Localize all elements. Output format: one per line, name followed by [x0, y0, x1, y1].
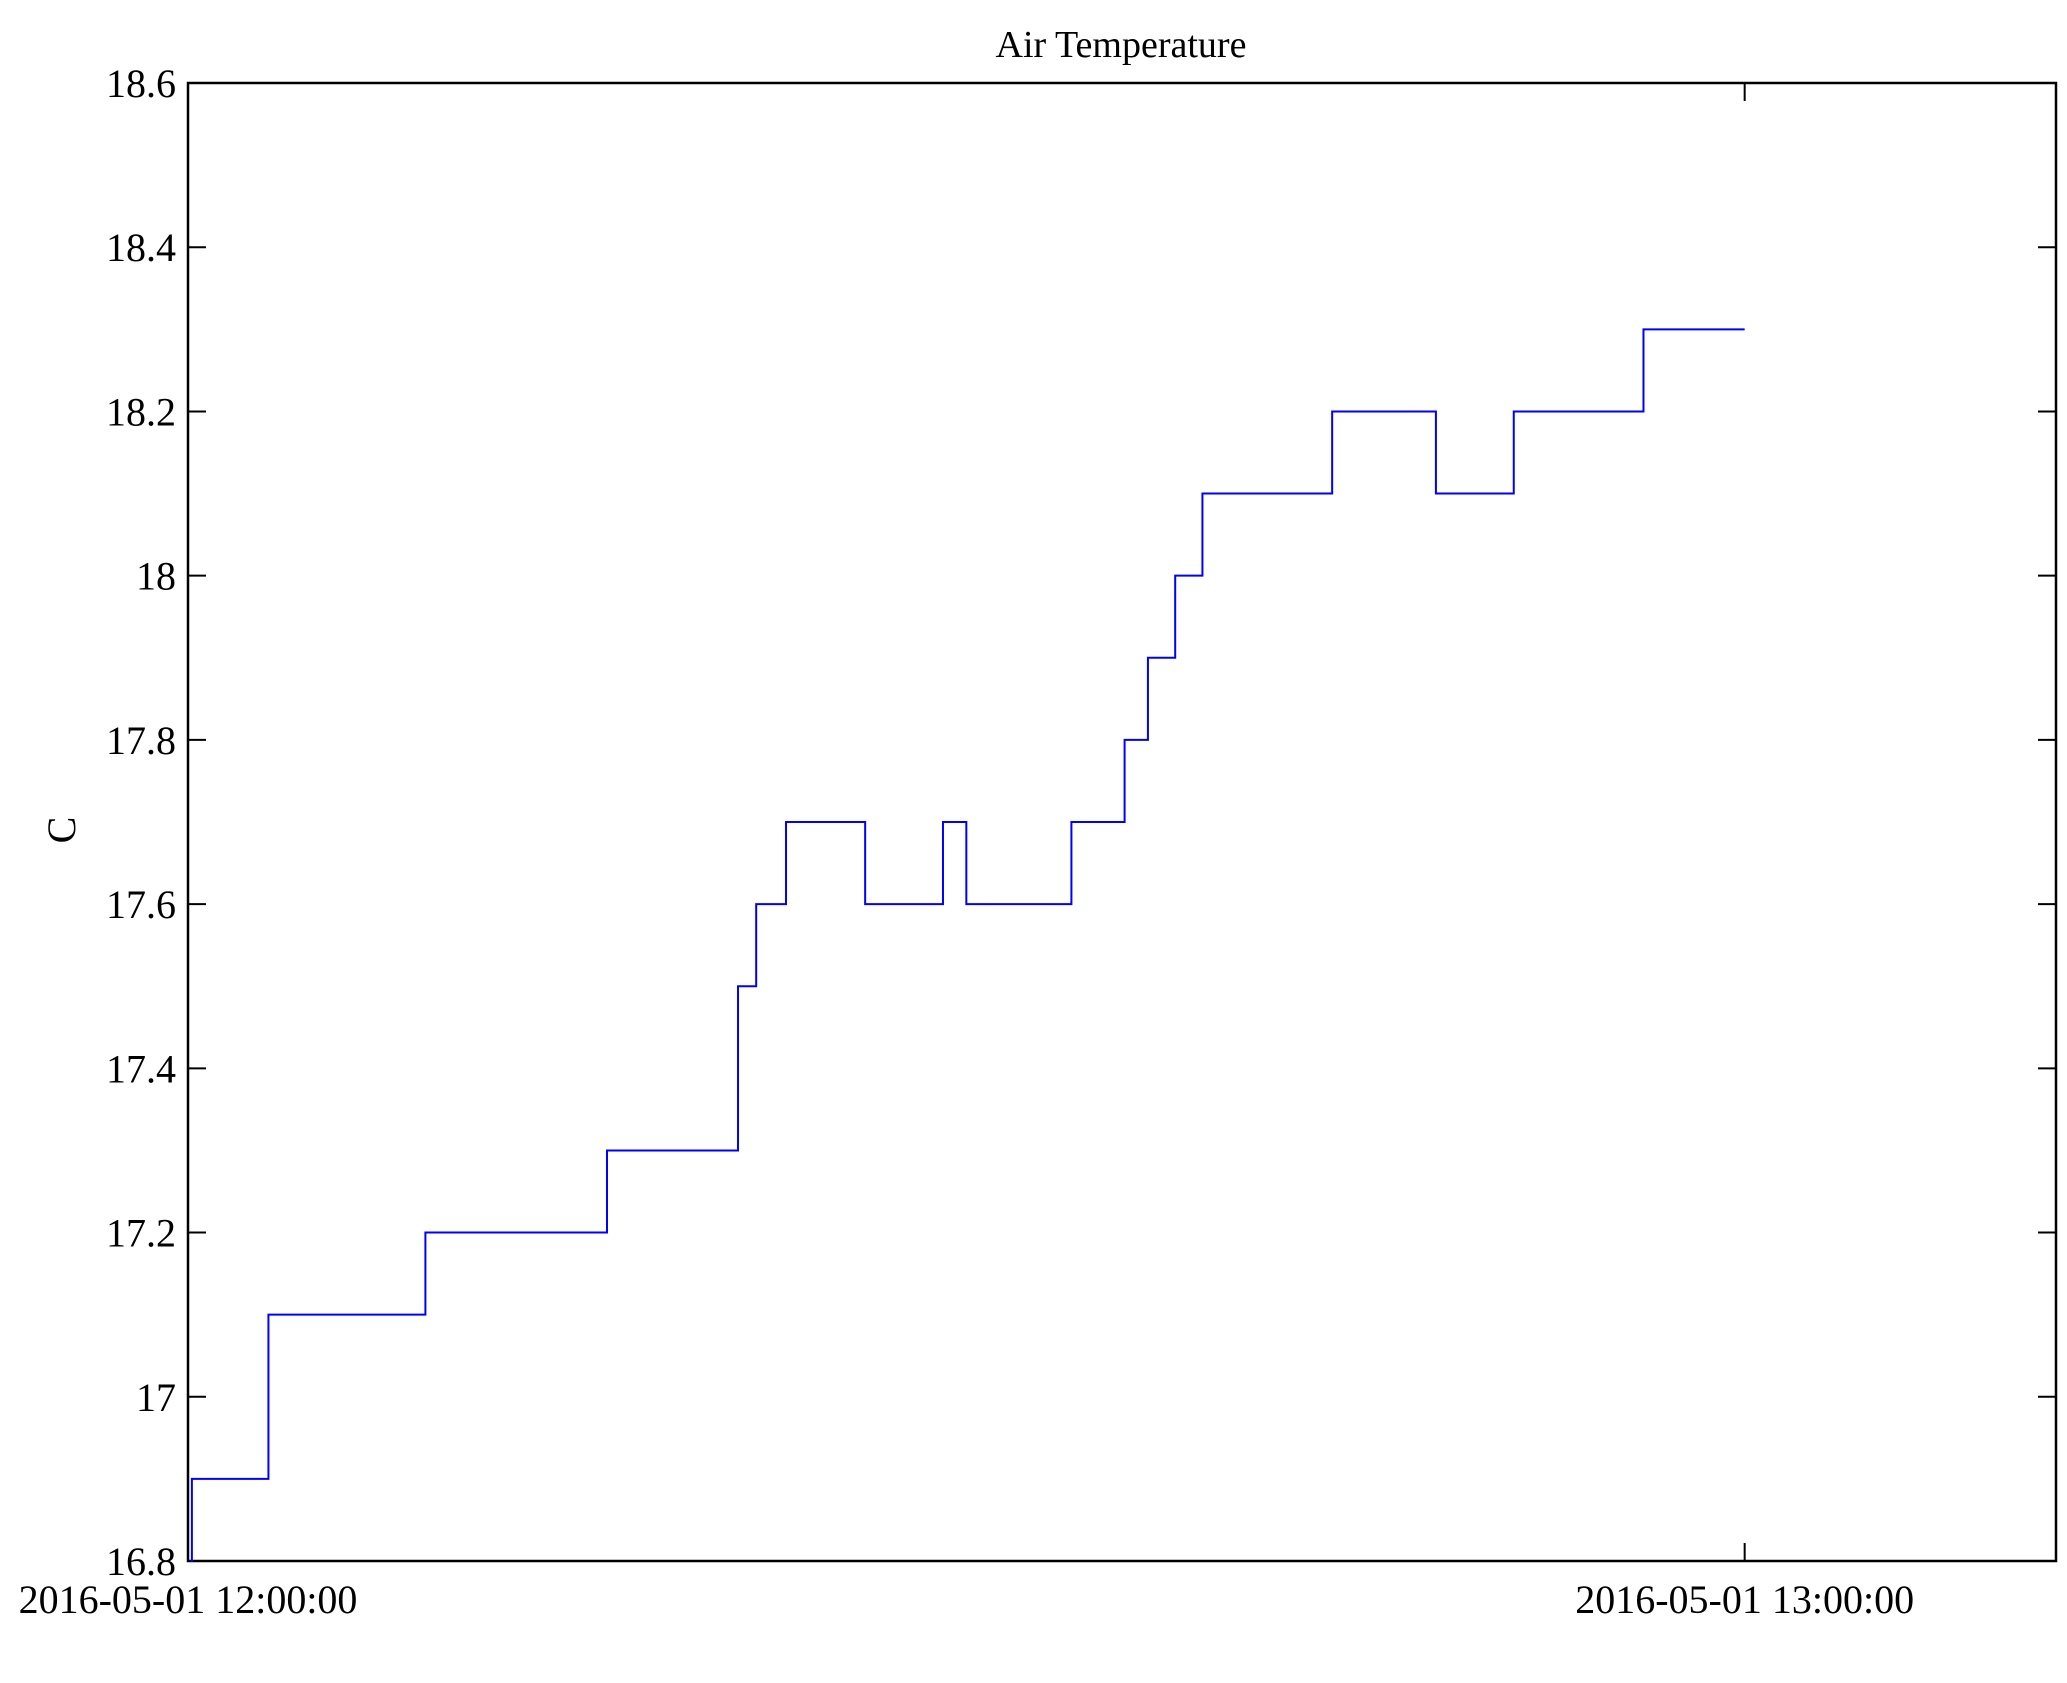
chart-title: Air Temperature — [996, 24, 1247, 66]
y-tick-label: 18.6 — [106, 61, 176, 106]
y-tick-label: 18 — [136, 554, 176, 599]
y-tick-label: 17.6 — [106, 882, 176, 927]
plot-area-frame — [186, 81, 2058, 1563]
y-tick-label: 17 — [136, 1375, 176, 1420]
y-tick-label: 17.4 — [106, 1046, 176, 1091]
y-axis-label: C — [39, 817, 84, 844]
x-tick-label: 2016-05-01 12:00:00 — [19, 1577, 358, 1622]
y-tick-label: 18.2 — [106, 389, 176, 434]
y-tick-label: 17.2 — [106, 1211, 176, 1256]
y-tick-label: 16.8 — [106, 1539, 176, 1584]
y-tick-label: 17.8 — [106, 718, 176, 763]
y-tick-label: 18.4 — [106, 225, 176, 270]
x-tick-label: 2016-05-01 13:00:00 — [1575, 1577, 1914, 1622]
temperature-series-line — [190, 328, 1745, 1562]
